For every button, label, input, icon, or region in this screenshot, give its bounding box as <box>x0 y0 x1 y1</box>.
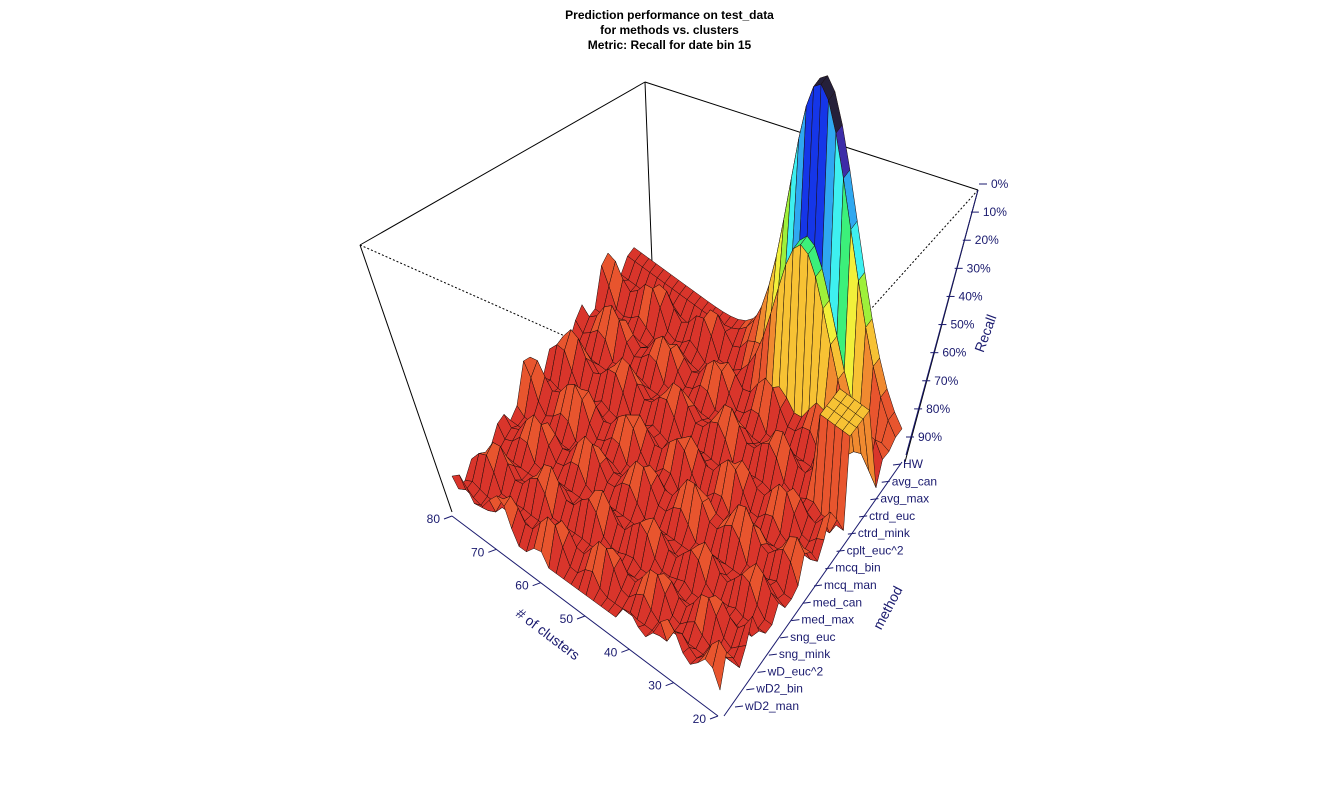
z-tick-label: 0% <box>991 177 1009 191</box>
box-edge-left-vertical <box>359 244 453 513</box>
method-tick-mark <box>836 549 845 552</box>
method-tick-mark <box>757 670 766 673</box>
chart-title-block: Prediction performance on test_data for … <box>0 8 1339 53</box>
method-tick-label: sng_mink <box>779 647 831 661</box>
x-tick-mark <box>443 515 453 520</box>
method-tick-mark <box>768 653 777 656</box>
method-tick-label: wD_euc^2 <box>767 664 824 678</box>
method-tick-label: mcq_bin <box>835 561 880 575</box>
method-tick-label: med_can <box>813 595 862 609</box>
z-axis <box>905 189 979 456</box>
z-tick-label: 50% <box>950 318 974 332</box>
chart-subtitle-2: Metric: Recall for date bin 15 <box>587 38 752 52</box>
method-tick-mark <box>859 515 868 518</box>
method-tick-label: wD2_bin <box>755 682 803 696</box>
box-edge-hidden-2 <box>869 189 979 311</box>
z-tick-label: 10% <box>983 205 1007 219</box>
method-tick-label: avg_max <box>880 492 929 506</box>
x-tick-label: 30 <box>648 679 662 693</box>
z-tick-label: 80% <box>926 402 950 416</box>
method-tick-mark <box>746 688 755 691</box>
surface-mesh <box>451 75 903 691</box>
method-tick-label: ctrd_euc <box>869 509 915 523</box>
method-tick-label: sng_euc <box>790 630 835 644</box>
z-tick-label: 90% <box>918 430 942 444</box>
method-tick-mark <box>847 532 856 535</box>
method-tick-label: mcq_man <box>824 578 877 592</box>
method-tick-label: ctrd_mink <box>858 526 911 540</box>
z-axis-title: Recall <box>971 312 999 354</box>
method-axis-line <box>723 461 903 717</box>
method-tick-mark <box>870 498 879 501</box>
x-tick-mark <box>709 715 719 720</box>
method-tick-label: wD2_man <box>744 699 799 713</box>
x-tick-label: 80 <box>427 512 441 526</box>
method-tick-mark <box>892 463 902 466</box>
tick-layer: 20 30 40 50 60 70 80 HW avg_can avg_max ctrd_eucct… <box>427 177 1009 726</box>
method-tick-mark <box>780 636 789 639</box>
method-tick-mark <box>802 601 811 604</box>
x-tick-mark <box>488 548 497 553</box>
surface-facet <box>712 639 727 691</box>
x-tick-mark <box>621 648 630 653</box>
chart-subtitle-1: for methods vs. clusters <box>600 23 739 37</box>
z-tick-label: 30% <box>967 261 991 275</box>
method-tick-mark <box>813 584 823 587</box>
x-tick-label: 50 <box>560 612 574 626</box>
method-tick-mark <box>734 705 744 708</box>
method-tick-label: cplt_euc^2 <box>847 543 904 557</box>
x-tick-mark <box>665 682 674 687</box>
method-tick-label: HW <box>903 457 924 471</box>
z-tick-label: 40% <box>959 289 983 303</box>
method-axis <box>723 461 903 717</box>
method-tick-mark <box>825 567 834 570</box>
z-tick-label: 70% <box>934 374 958 388</box>
x-tick-label: 60 <box>515 579 529 593</box>
method-tick-label: avg_can <box>892 474 937 488</box>
box-edge-top-left <box>359 81 646 246</box>
x-tick-mark <box>532 582 541 587</box>
method-tick-mark <box>881 480 890 483</box>
x-tick-mark <box>576 615 586 620</box>
method-tick-label: med_max <box>801 613 854 627</box>
x-tick-label: 70 <box>471 545 485 559</box>
z-tick-label: 60% <box>942 346 966 360</box>
x-tick-label: 20 <box>693 712 707 726</box>
chart-title: Prediction performance on test_data <box>565 8 774 22</box>
z-axis-line <box>905 189 979 456</box>
method-tick-mark <box>791 619 800 622</box>
x-tick-label: 40 <box>604 645 618 659</box>
z-tick-label: 20% <box>975 233 999 247</box>
